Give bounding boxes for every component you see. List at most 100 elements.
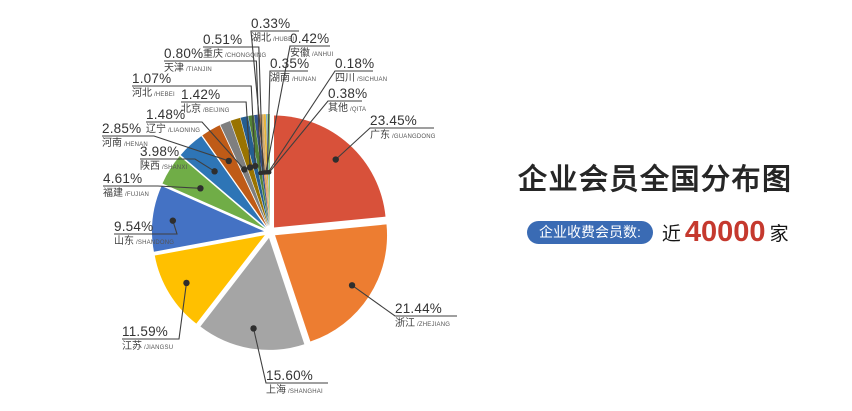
badge-pill: 企业收费会员数:: [527, 221, 653, 244]
label-percent: 0.38%: [328, 86, 368, 101]
leader-dot: [246, 164, 254, 171]
leader-dot: [197, 185, 204, 192]
label-region-pinyin: /HUBEI: [273, 37, 295, 43]
pie-slice: [248, 115, 270, 227]
leader-dot: [211, 168, 218, 175]
pie-slice: [202, 125, 267, 227]
pie-slice: [254, 114, 270, 227]
pie-callout-label: 4.61% 福建/FUJIAN: [103, 171, 149, 201]
badge-count: 40000: [684, 216, 766, 248]
pie-callout-label: 0.80% 天津/TIANJIN: [164, 46, 212, 76]
pie-callout-label: 0.51% 重庆/CHONGQING: [203, 32, 266, 62]
label-percent: 1.48%: [146, 107, 186, 122]
leader-dot: [225, 157, 232, 165]
label-region-name: 北京/BEIJING: [181, 104, 230, 115]
label-region-name: 浙江/ZHEJIANG: [395, 318, 451, 329]
label-percent: 23.45%: [370, 113, 417, 128]
pie-slice: [265, 114, 270, 227]
pie-callout-label: 21.44% 浙江/ZHEJIANG: [395, 301, 450, 331]
label-percent: 4.61%: [103, 171, 143, 186]
leader-dot: [258, 170, 263, 176]
pie-callout-label: 23.45% 广东/GUANGDONG: [370, 113, 436, 143]
label-region-pinyin: /FUJIAN: [125, 192, 150, 198]
label-region-name: 湖北/HUBEI: [251, 33, 295, 44]
pie-slice: [263, 114, 270, 227]
label-region-name: 上海/SHANGHAI: [266, 385, 323, 396]
page-title: 企业会员全国分布图: [518, 164, 793, 196]
label-region-name: 山东/SHANDONG: [114, 236, 175, 247]
label-region-name: 陕西/SHANXI: [140, 161, 188, 172]
label-region-pinyin: /BEIJING: [203, 108, 230, 114]
label-percent: 3.98%: [140, 144, 180, 159]
label-region-pinyin: /SICHUAN: [357, 77, 388, 83]
label-region-pinyin: /HEBEI: [154, 92, 175, 98]
label-region-name: 四川/SICHUAN: [335, 73, 388, 84]
pie-callout-label: 0.33% 湖北/HUBEI: [251, 16, 294, 46]
label-region-name: 其他/QITA: [328, 103, 367, 114]
label-percent: 0.51%: [203, 32, 243, 47]
pie-slice: [267, 114, 270, 227]
pie-callout-label: 11.59% 江苏/JIANGSU: [122, 324, 173, 354]
label-region-name: 福建/FUJIAN: [103, 188, 150, 199]
label-percent: 1.07%: [132, 71, 172, 86]
pie-callout-label: 1.07% 河北/HEBEI: [132, 71, 175, 101]
pie-slice: [274, 115, 386, 228]
leader-dot: [262, 170, 267, 175]
leader-dot: [183, 279, 190, 287]
pie-slice: [257, 114, 270, 227]
label-percent: 2.85%: [102, 121, 142, 136]
pie-slice: [230, 117, 269, 227]
label-region-name: 湖南/HUNAN: [270, 73, 317, 84]
leader-dot: [332, 156, 339, 163]
pie-slice: [275, 224, 388, 342]
label-region-pinyin: /SHANDONG: [136, 240, 175, 246]
pie-slice: [260, 114, 270, 227]
leader-dot: [263, 170, 268, 175]
label-region-pinyin: /HUNAN: [292, 77, 317, 83]
label-percent: 1.42%: [181, 87, 221, 102]
label-percent: 15.60%: [266, 368, 313, 383]
leader-dot: [250, 325, 257, 332]
label-percent: 11.59%: [122, 324, 168, 339]
leader-dot: [260, 170, 266, 175]
label-region-pinyin: /HENAN: [124, 142, 148, 148]
label-region-pinyin: /JIANGSU: [144, 345, 174, 351]
label-percent: 21.44%: [395, 301, 442, 316]
label-percent: 0.42%: [290, 31, 330, 46]
label-region-pinyin: /LIAONING: [168, 128, 201, 134]
pie-callout-label: 0.42% 安徽/ANHUI: [290, 31, 334, 61]
label-region-name: 广东/GUANGDONG: [370, 130, 436, 141]
pie-callout-label: 2.85% 河南/HENAN: [102, 121, 148, 151]
pie-callout-label: 15.60% 上海/SHANGHAI: [266, 368, 323, 398]
label-region-pinyin: /CHONGQING: [225, 53, 267, 59]
label-region-name: 重庆/CHONGQING: [203, 49, 267, 60]
pie-slice: [200, 237, 305, 350]
leader-dot: [348, 282, 356, 289]
pie-callout-label: 0.18% 四川/SICHUAN: [335, 56, 387, 86]
label-region-name: 辽宁/LIAONING: [146, 124, 201, 135]
pie-callout-label: 1.48% 辽宁/LIAONING: [146, 107, 200, 137]
label-region-pinyin: /ANHUI: [312, 52, 334, 58]
pie-callout-label: 0.38% 其他/QITA: [328, 86, 367, 116]
leader-dot: [252, 162, 259, 170]
label-region-pinyin: /QITA: [350, 107, 367, 113]
label-region-pinyin: /TIANJIN: [186, 67, 212, 73]
leader-dot: [267, 170, 272, 175]
label-region-pinyin: /SHANXI: [162, 165, 188, 171]
label-region-name: 天津/TIANJIN: [164, 63, 212, 74]
label-region-name: 江苏/JIANGSU: [122, 341, 174, 352]
label-percent: 0.18%: [335, 56, 375, 71]
pie-slice: [180, 136, 266, 228]
label-percent: 0.80%: [164, 46, 204, 61]
pie-slice: [240, 116, 269, 227]
label-percent: 9.54%: [114, 219, 154, 234]
label-region-name: 河南/HENAN: [102, 138, 148, 149]
summary-badge: 企业收费会员数: 近 40000 家: [527, 218, 789, 247]
leader-dot: [266, 170, 271, 175]
pie-callout-label: 9.54% 山东/SHANDONG: [114, 219, 174, 249]
label-percent: 0.35%: [270, 56, 310, 71]
label-region-name: 河北/HEBEI: [132, 88, 175, 99]
leader-dot: [241, 166, 248, 173]
pie-callout-label: 0.35% 湖南/HUNAN: [270, 56, 316, 86]
